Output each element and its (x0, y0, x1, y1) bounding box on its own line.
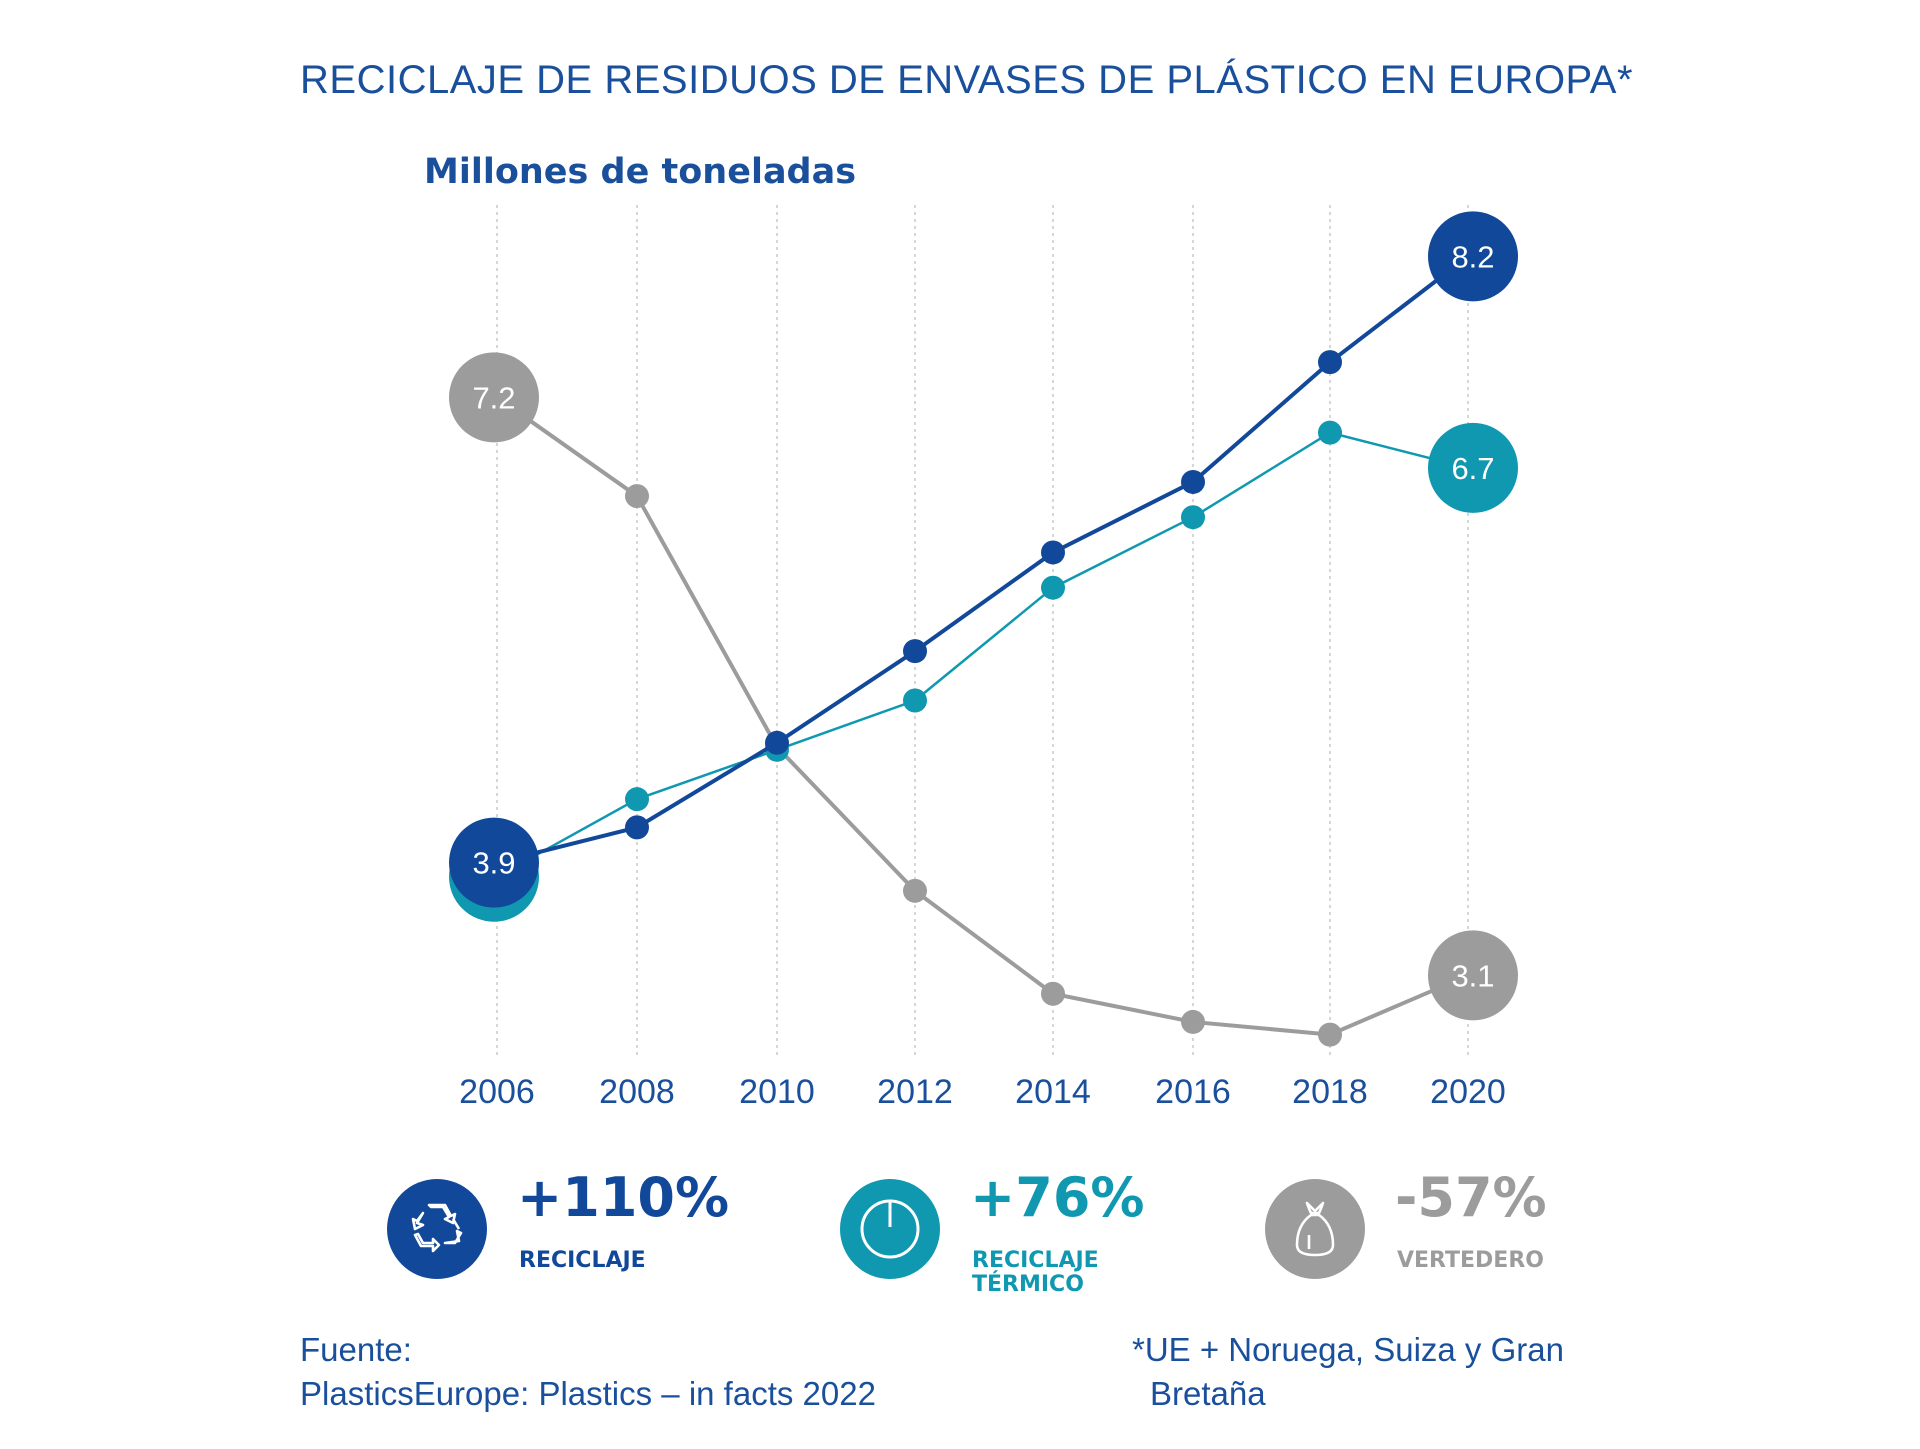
stat-landfill-label: VERTEDERO (1397, 1248, 1544, 1273)
data-point (1181, 505, 1205, 530)
x-tick-label: 2014 (1015, 1073, 1091, 1111)
footnote-line2: Bretaña (1150, 1375, 1266, 1412)
value-bubble (1428, 211, 1518, 302)
source-note: Fuente: PlasticsEurope: Plastics – in fa… (300, 1328, 876, 1416)
data-point (1041, 540, 1065, 565)
data-point (1181, 469, 1205, 494)
footnote-line1: *UE + Noruega, Suiza y Gran (1132, 1331, 1564, 1368)
source-text: PlasticsEurope: Plastics – in facts 2022 (300, 1375, 876, 1412)
y-axis-label: Millones de toneladas (424, 152, 857, 192)
x-tick-label: 2012 (877, 1073, 953, 1111)
data-point (1181, 1009, 1205, 1034)
garbage-bag-icon (1265, 1179, 1365, 1279)
data-point (765, 730, 789, 755)
value-bubble (449, 352, 539, 443)
x-tick-label: 2018 (1292, 1073, 1368, 1111)
x-tick-label: 2006 (459, 1073, 535, 1111)
data-point (625, 815, 649, 840)
value-bubble (1428, 930, 1518, 1021)
data-point (903, 639, 927, 664)
data-point (1041, 575, 1065, 600)
chart-title: RECICLAJE DE RESIDUOS DE ENVASES DE PLÁS… (300, 58, 1634, 102)
data-point (1318, 350, 1342, 375)
data-point (625, 484, 649, 509)
x-tick-label: 2010 (739, 1073, 815, 1111)
footnote: *UE + Noruega, Suiza y Gran Bretaña (1132, 1328, 1564, 1416)
stat-landfill-value: -57% (1395, 1166, 1547, 1229)
x-tick-label: 2020 (1430, 1073, 1506, 1111)
value-bubble (449, 817, 539, 908)
data-label: 6.7 (1451, 451, 1494, 486)
power-icon (840, 1179, 940, 1279)
stat-landfill: -57% VERTEDERO (1265, 1165, 1685, 1315)
data-point (903, 878, 927, 903)
x-tick-label: 2016 (1155, 1073, 1231, 1111)
data-label: 8.2 (1451, 239, 1494, 274)
stat-recycling: +110% RECICLAJE (387, 1165, 807, 1315)
recycle-icon (387, 1179, 487, 1279)
data-label: 3.9 (472, 846, 515, 881)
series-line-2 (495, 395, 1469, 1037)
source-label: Fuente: (300, 1331, 412, 1368)
data-point (1318, 420, 1342, 445)
data-point (1318, 1022, 1342, 1047)
data-label: 3.1 (1451, 958, 1494, 993)
line-chart: 2006 2008 2010 2012 2014 2016 2018 2020 7.2 3.1 3.… (449, 205, 1518, 1111)
data-point (625, 787, 649, 812)
series-line-0 (496, 254, 1470, 865)
data-point (903, 688, 927, 713)
data-point (1041, 981, 1065, 1006)
data-label: 7.2 (472, 380, 515, 415)
stat-recycling-value: +110% (517, 1166, 730, 1229)
stat-thermal-value: +76% (970, 1166, 1145, 1229)
stat-thermal-label: RECICLAJE TÉRMICO (972, 1248, 1099, 1297)
x-tick-label: 2008 (599, 1073, 675, 1111)
value-bubble (1428, 422, 1518, 513)
series-line-1 (496, 431, 1469, 878)
stat-recycling-label: RECICLAJE (519, 1248, 646, 1273)
stat-thermal-recycling: +76% RECICLAJE TÉRMICO (840, 1165, 1260, 1315)
